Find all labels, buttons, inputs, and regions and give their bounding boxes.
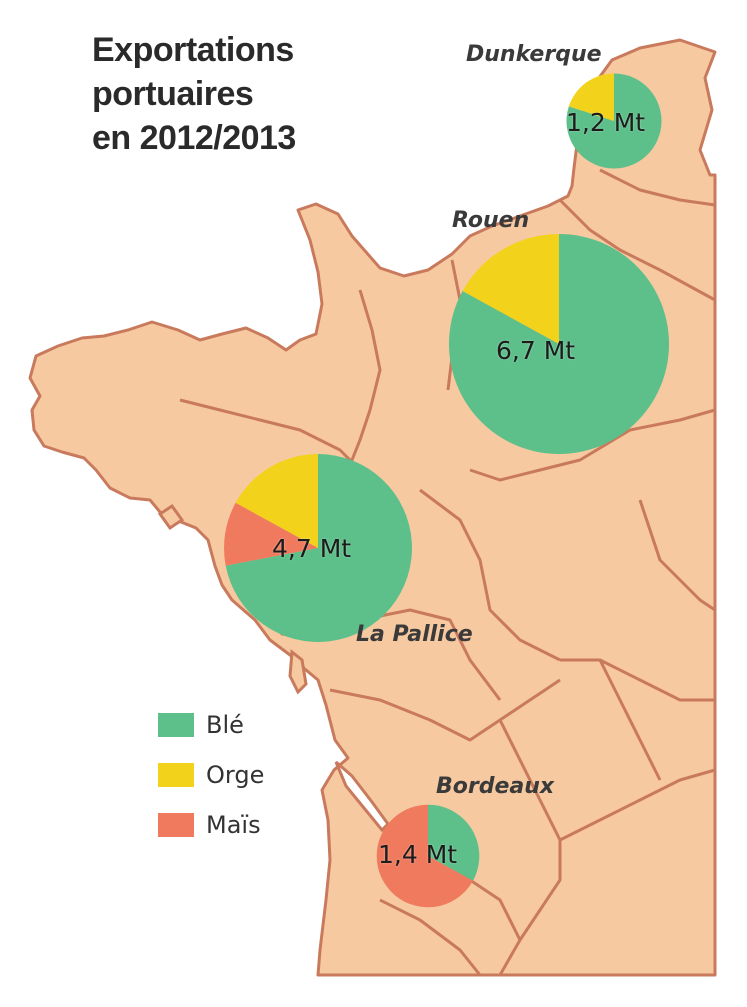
port-pies	[224, 73, 669, 908]
legend: Blé Orge Maïs	[158, 700, 264, 850]
pie-slice-bordeaux-mais	[376, 804, 473, 908]
legend-label-orge: Orge	[206, 761, 265, 789]
city-label-bordeaux: Bordeaux	[436, 774, 555, 799]
title-line-2: portuaires	[92, 75, 254, 113]
pie-slice-bordeaux-ble	[428, 804, 480, 881]
island-noirmoutier	[157, 503, 185, 531]
city-label-dunkerque: Dunkerque	[466, 42, 602, 67]
legend-item-mais: Maïs	[158, 800, 264, 850]
title-line-3: en 2012/2013	[92, 119, 296, 157]
pie-value-dunkerque: 1,2 Mt	[566, 108, 646, 137]
city-label-rouen: Rouen	[452, 208, 530, 233]
pie-value-rouen: 6,7 Mt	[496, 336, 576, 365]
legend-item-ble: Blé	[158, 700, 264, 750]
legend-swatch-ble	[158, 713, 194, 737]
pie-slice-la-pallice-mais	[224, 502, 318, 566]
pie-slice-la-pallice-ble	[225, 454, 412, 642]
legend-swatch-mais	[158, 813, 194, 837]
pie-slice-dunkerque-orge	[568, 73, 614, 121]
pie-slice-la-pallice-orge	[235, 454, 318, 548]
pie-slice-rouen-orge	[462, 234, 559, 344]
island-oleron	[288, 649, 308, 695]
pie-value-bordeaux: 1,4 Mt	[378, 840, 458, 869]
city-label-la-pallice: La Pallice	[356, 622, 473, 647]
legend-label-ble: Blé	[206, 711, 244, 739]
title-line-1: Exportations	[92, 31, 294, 69]
pie-value-la-pallice: 4,7 Mt	[272, 534, 352, 563]
gironde-estuary	[334, 760, 390, 833]
map-title: Exportations portuaires en 2012/2013	[92, 28, 296, 160]
legend-swatch-orge	[158, 763, 194, 787]
legend-item-orge: Orge	[158, 750, 264, 800]
legend-label-mais: Maïs	[206, 811, 261, 839]
pie-slice-rouen-ble	[448, 234, 669, 454]
